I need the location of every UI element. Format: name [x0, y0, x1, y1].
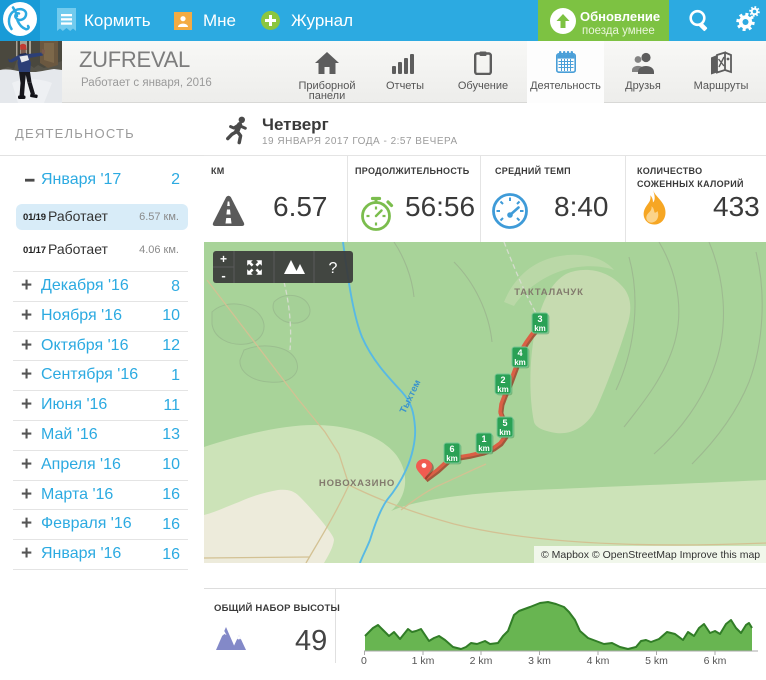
svg-text:6: 6: [449, 444, 454, 454]
svg-text:3: 3: [537, 314, 542, 324]
svg-text:6 km: 6 km: [704, 655, 727, 667]
svg-text:© Mapbox © OpenStreetMap Impro: © Mapbox © OpenStreetMap Improve this ma…: [541, 549, 760, 561]
svg-text:5: 5: [502, 418, 507, 428]
svg-text:km: km: [534, 324, 546, 333]
svg-text:?: ?: [329, 260, 338, 277]
svg-text:km: km: [497, 385, 509, 394]
svg-text:km: km: [478, 444, 490, 453]
svg-text:1: 1: [481, 434, 486, 444]
svg-text:4: 4: [517, 348, 522, 358]
svg-text:0: 0: [361, 655, 367, 667]
svg-text:2: 2: [500, 375, 505, 385]
svg-text:3 km: 3 km: [528, 655, 551, 667]
svg-text:km: km: [499, 428, 511, 437]
svg-text:km: km: [446, 454, 458, 463]
svg-text:km: km: [514, 358, 526, 367]
svg-text:4 km: 4 km: [587, 655, 610, 667]
svg-text:1 km: 1 km: [412, 655, 435, 667]
svg-text:5 km: 5 km: [645, 655, 668, 667]
svg-text:-: -: [221, 268, 225, 283]
svg-text:НОВОХАЗИНО: НОВОХАЗИНО: [319, 478, 395, 489]
svg-text:ТАКТАЛАЧУК: ТАКТАЛАЧУК: [514, 287, 583, 298]
svg-text:2 km: 2 km: [470, 655, 493, 667]
svg-text:+: +: [220, 252, 227, 266]
